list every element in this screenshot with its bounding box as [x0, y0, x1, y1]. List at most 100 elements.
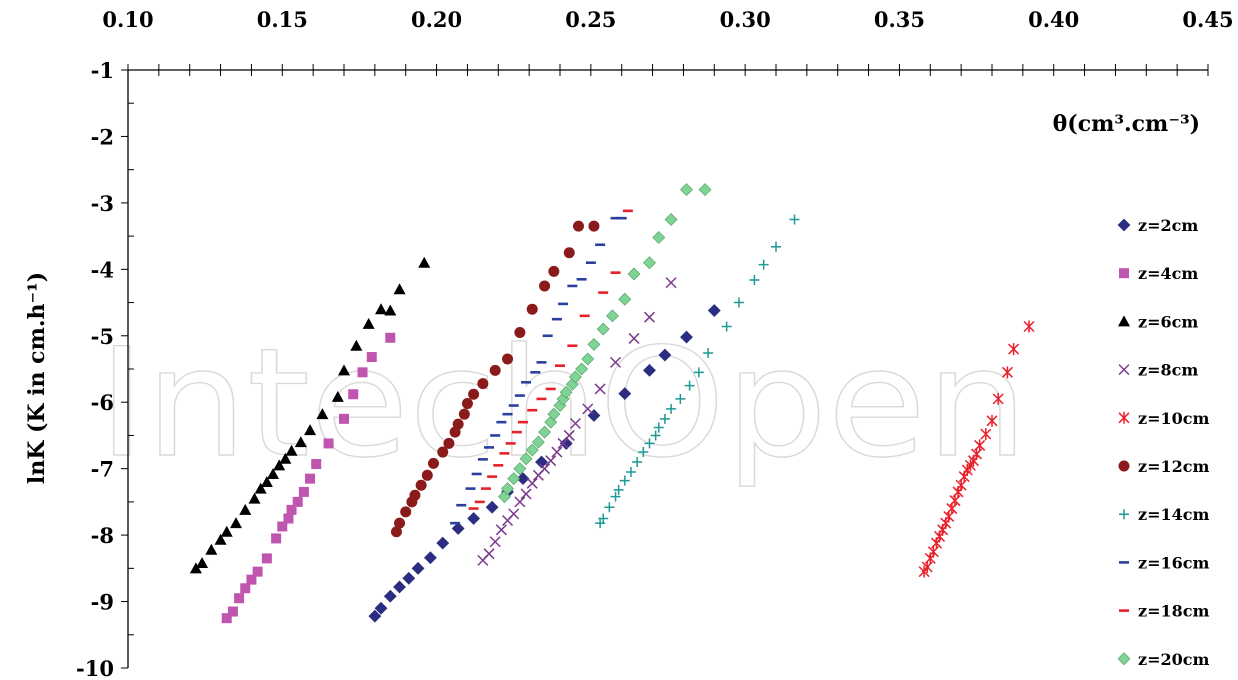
data-point	[559, 385, 573, 399]
data-point	[304, 424, 317, 436]
data-point	[285, 444, 298, 456]
data-point	[436, 536, 450, 550]
data-point	[573, 220, 585, 232]
legend-marker	[1118, 460, 1130, 472]
y-tick-label: -8	[91, 523, 114, 548]
data-point	[789, 214, 800, 225]
data-point	[653, 422, 664, 433]
y-tick-label: -7	[91, 457, 114, 482]
data-point	[415, 479, 427, 491]
data-point	[507, 472, 521, 486]
data-point	[658, 348, 672, 362]
data-point	[260, 475, 273, 487]
data-point	[575, 362, 589, 376]
data-point	[227, 606, 238, 617]
data-point	[644, 438, 655, 449]
data-point	[502, 353, 514, 365]
data-point	[468, 388, 480, 400]
x-tick-label: 0.20	[411, 7, 462, 32]
y-tick-label: -1	[91, 58, 114, 83]
data-point	[659, 413, 670, 424]
series-z-16cm	[450, 216, 627, 525]
data-point	[350, 339, 363, 351]
data-point	[501, 482, 514, 496]
data-point	[400, 506, 412, 518]
data-point	[394, 517, 406, 529]
data-point	[393, 283, 406, 295]
data-point	[749, 274, 760, 285]
data-point	[664, 213, 678, 226]
data-point	[625, 466, 636, 477]
series-z-8cm	[477, 277, 677, 566]
legend-label: z=14cm	[1138, 505, 1210, 524]
data-point	[483, 548, 495, 560]
data-point	[619, 475, 630, 486]
data-point	[514, 496, 526, 508]
data-point	[514, 326, 526, 338]
legend-marker	[1118, 315, 1130, 327]
data-point	[545, 455, 557, 467]
data-point	[292, 496, 303, 507]
data-point	[539, 463, 551, 475]
data-point	[461, 398, 473, 410]
data-point	[374, 601, 388, 615]
data-point	[362, 317, 375, 329]
data-point	[485, 500, 499, 514]
legend-item: z=10cm	[1118, 409, 1210, 428]
x-axis-title: θ(cm³.cm⁻³)	[1053, 111, 1200, 137]
data-point	[980, 428, 992, 441]
axes: 0.10 0.15 0.20 0.25 0.30 0.35 0.40 0.45 -1 -2 -3 -4…	[76, 7, 1234, 680]
legend-item: z=18cm	[1119, 602, 1210, 621]
data-point	[452, 418, 464, 430]
data-point	[1008, 343, 1020, 356]
data-point	[348, 389, 359, 400]
legend-item: z=2cm	[1117, 216, 1198, 235]
data-point	[516, 472, 530, 486]
data-point	[618, 292, 632, 306]
data-point	[638, 447, 649, 458]
legend-marker	[1117, 218, 1131, 232]
data-point	[427, 457, 439, 469]
legend-item: z=6cm	[1118, 312, 1198, 331]
data-point	[557, 437, 569, 449]
data-point	[467, 512, 481, 525]
data-point	[196, 557, 209, 569]
data-point	[305, 473, 316, 484]
legend-label: z=8cm	[1138, 361, 1198, 380]
data-point	[547, 407, 561, 421]
data-point	[205, 543, 218, 555]
data-point	[248, 492, 261, 504]
data-point	[221, 613, 232, 624]
data-point	[261, 553, 272, 564]
data-point	[239, 503, 252, 515]
data-point	[606, 309, 619, 323]
legend: z=2cm z=4cm z=6cm z=8cm z=10cm z=12cm z=14cm z=…	[1117, 216, 1210, 669]
data-point	[513, 462, 527, 476]
data-point	[230, 517, 242, 529]
data-point	[733, 297, 744, 308]
legend-label: z=6cm	[1138, 312, 1198, 331]
data-point	[443, 437, 455, 449]
legend-marker	[1118, 364, 1130, 376]
data-point	[703, 348, 714, 359]
data-point	[451, 522, 465, 535]
data-point	[680, 183, 693, 197]
data-point	[581, 352, 595, 366]
data-point	[477, 378, 489, 390]
y-tick-label: -6	[91, 390, 114, 415]
legend-label: z=10cm	[1138, 409, 1210, 428]
data-point	[421, 469, 433, 481]
data-point	[409, 489, 421, 501]
legend-marker	[1118, 411, 1130, 424]
data-point	[613, 484, 624, 495]
data-point	[526, 303, 538, 315]
data-point	[279, 452, 292, 464]
data-point	[632, 457, 643, 468]
data-point	[643, 311, 656, 323]
data-point	[771, 241, 781, 252]
legend-item: z=4cm	[1119, 264, 1198, 283]
series-z-4cm	[221, 332, 396, 624]
legend-item: z=16cm	[1119, 553, 1210, 572]
data-point	[489, 364, 501, 376]
